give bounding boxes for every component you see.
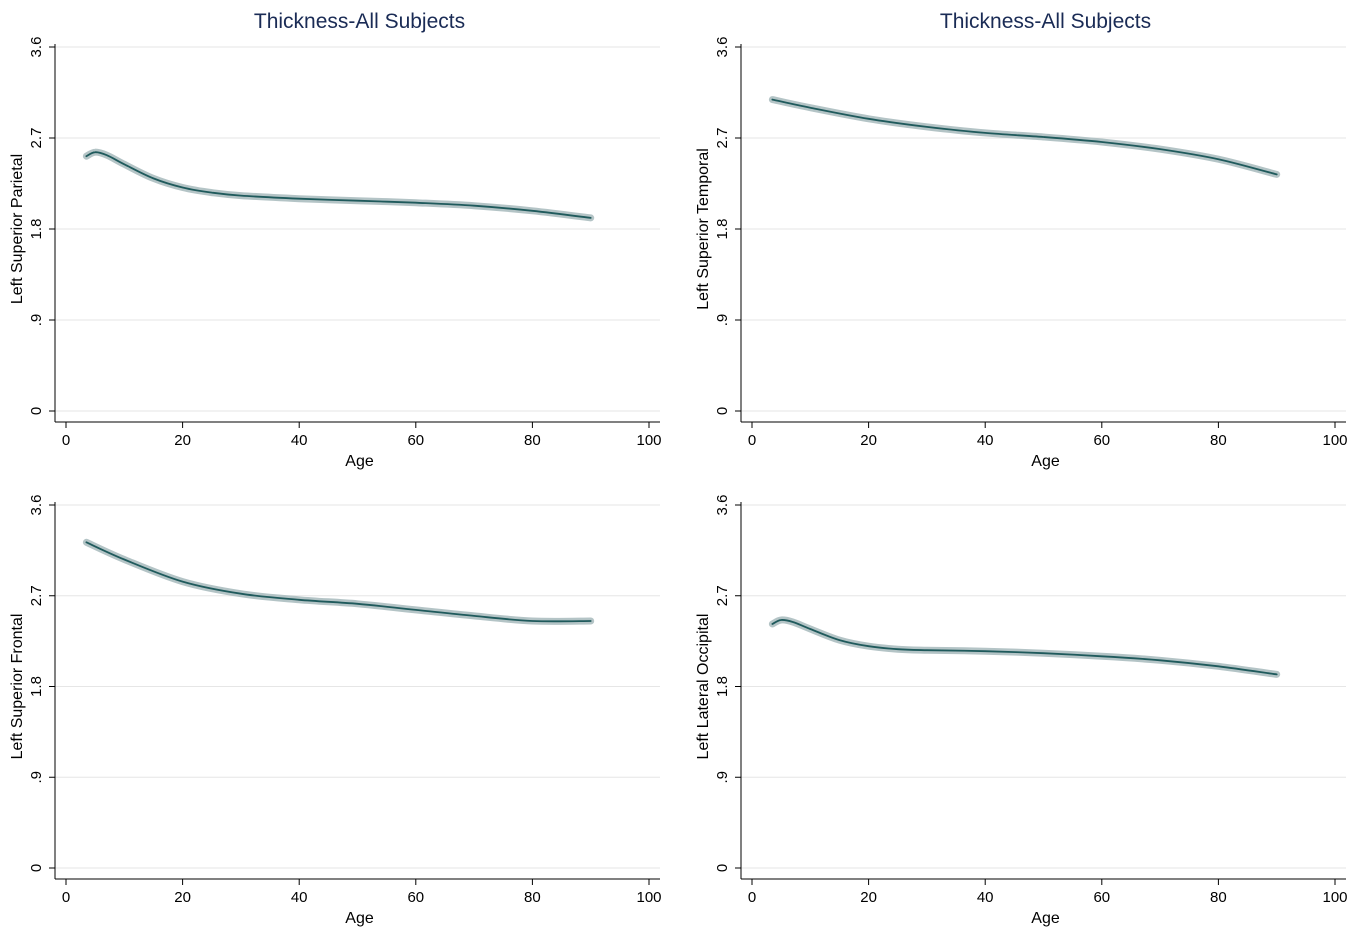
x-tick-label: 0 [62, 432, 70, 449]
y-tick-label: .9 [28, 314, 45, 327]
confidence-band [82, 148, 595, 222]
x-tick-label: 40 [291, 889, 308, 906]
chart-panel-3: 0 .9 1.8 2.7 3.6 0 20 40 60 80 100 Age Left Superior… [9, 495, 662, 927]
y-axis-title: Left Lateral Occipital [695, 614, 712, 760]
y-tick-label: 1.8 [714, 219, 731, 240]
y-axis-title: Left Superior Temporal [695, 148, 712, 310]
y-tick-label: .9 [714, 314, 731, 327]
x-tick-label: 60 [1093, 889, 1110, 906]
x-tick-label: 60 [1093, 432, 1110, 449]
x-tick-label: 80 [524, 889, 541, 906]
y-tick-label: .9 [28, 771, 45, 784]
confidence-band [768, 96, 1281, 178]
y-tick-label: 3.6 [28, 495, 45, 516]
y-tick-label: 2.7 [714, 128, 731, 149]
x-tick-label: 40 [291, 432, 308, 449]
x-tick-label: 100 [636, 889, 661, 906]
y-tick-label: 2.7 [28, 128, 45, 149]
x-tick-label: 80 [1210, 432, 1227, 449]
x-tick-label: 60 [407, 432, 424, 449]
x-tick-label: 100 [1322, 889, 1347, 906]
y-tick-label: 0 [28, 864, 45, 872]
y-tick-label: 3.6 [714, 37, 731, 58]
chart-title: Thickness-All Subjects [940, 10, 1151, 33]
x-axis-title: Age [345, 910, 374, 927]
confidence-band [768, 616, 1281, 678]
x-axis-title: Age [1031, 453, 1060, 470]
y-tick-label: 0 [714, 407, 731, 415]
y-tick-label: .9 [714, 771, 731, 784]
y-tick-label: 2.7 [28, 585, 45, 606]
y-tick-label: 1.8 [28, 219, 45, 240]
x-axis-title: Age [345, 453, 374, 470]
y-tick-label: 1.8 [714, 676, 731, 697]
fitted-line [771, 619, 1278, 676]
y-tick-label: 1.8 [28, 676, 45, 697]
x-tick-label: 20 [860, 432, 877, 449]
x-tick-label: 20 [860, 889, 877, 906]
x-tick-label: 100 [1322, 432, 1347, 449]
fitted-line [771, 98, 1278, 176]
x-axis-title: Age [1031, 910, 1060, 927]
y-axis-title: Left Superior Frontal [9, 614, 26, 760]
y-tick-label: 3.6 [28, 37, 45, 58]
confidence-band [82, 538, 595, 625]
x-tick-label: 20 [174, 889, 191, 906]
y-tick-label: 0 [714, 864, 731, 872]
x-tick-label: 40 [977, 432, 994, 449]
y-tick-label: 2.7 [714, 585, 731, 606]
x-tick-label: 0 [748, 889, 756, 906]
x-tick-label: 80 [524, 432, 541, 449]
x-tick-label: 0 [62, 889, 70, 906]
chart-panel-4: 0 .9 1.8 2.7 3.6 0 20 40 60 80 100 Age Left Lateral … [695, 495, 1348, 927]
x-tick-label: 60 [407, 889, 424, 906]
chart-panel-2: 0 .9 1.8 2.7 3.6 0 20 40 60 80 100 Age Left Superior… [695, 10, 1348, 470]
chart-panel-1: 0 .9 1.8 2.7 3.6 0 20 40 60 80 100 Age Left Superior… [9, 10, 662, 470]
x-tick-label: 20 [174, 432, 191, 449]
y-tick-label: 3.6 [714, 495, 731, 516]
fitted-line [85, 541, 592, 623]
y-tick-label: 0 [28, 407, 45, 415]
x-tick-label: 100 [636, 432, 661, 449]
x-tick-label: 0 [748, 432, 756, 449]
x-tick-label: 40 [977, 889, 994, 906]
x-tick-label: 80 [1210, 889, 1227, 906]
chart-title: Thickness-All Subjects [254, 10, 465, 33]
y-axis-title: Left Superior Parietal [9, 154, 26, 304]
fitted-line [85, 151, 592, 219]
